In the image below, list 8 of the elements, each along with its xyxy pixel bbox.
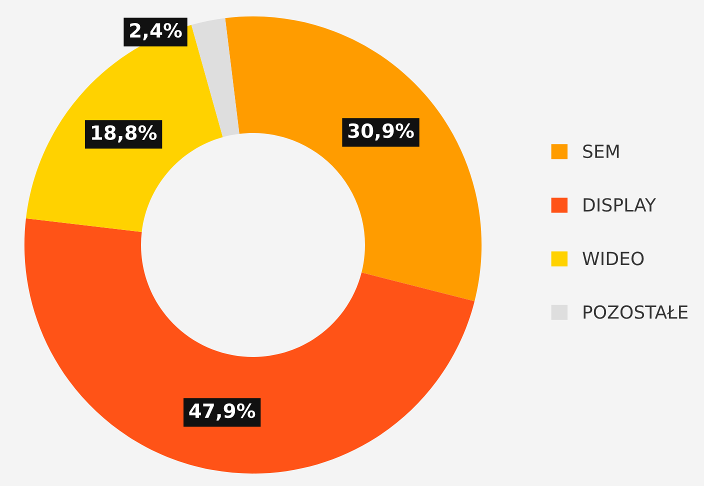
data-label: 18,8% bbox=[92, 125, 157, 142]
data-label: 2,4% bbox=[130, 23, 182, 40]
legend-label: WIDEO bbox=[582, 252, 644, 266]
data-label: 30,9% bbox=[348, 123, 414, 141]
data-label: 47,9% bbox=[189, 403, 256, 421]
legend-label: DISPLAY bbox=[584, 198, 656, 212]
legend-label: SEM bbox=[583, 144, 619, 158]
legend-label: POZOSTAŁE bbox=[584, 305, 688, 319]
